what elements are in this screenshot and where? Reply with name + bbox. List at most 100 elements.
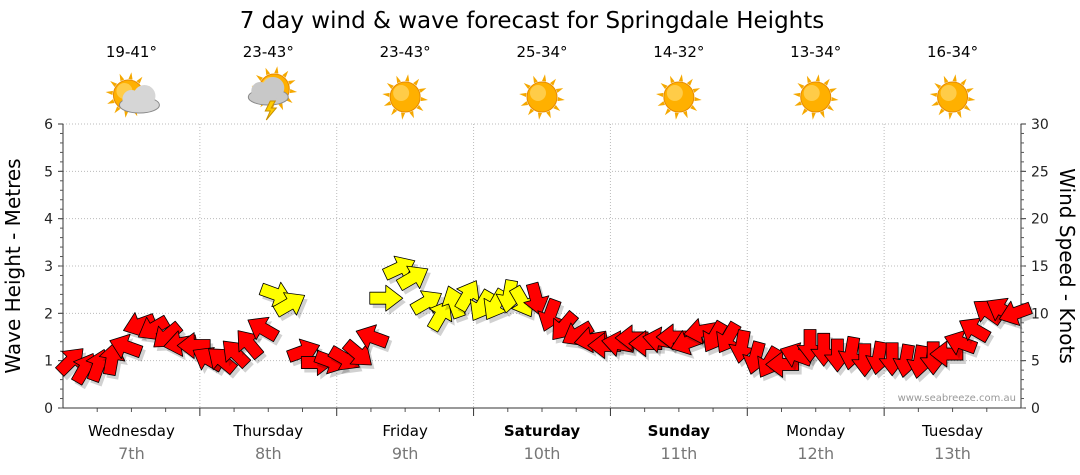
day-temperature: 13-34°: [790, 43, 841, 61]
wind-arrow: [998, 300, 1033, 326]
sun-ray: [931, 101, 939, 106]
credit-text: www.seabreeze.com.au: [898, 393, 1016, 404]
wind-arrow: [810, 332, 838, 367]
sun-ray: [815, 74, 820, 82]
sun-ray: [938, 108, 945, 116]
sun-ray: [819, 110, 825, 119]
wind-arrow: [341, 338, 372, 366]
sun-ray: [555, 88, 564, 93]
sun-ray: [966, 88, 974, 93]
sun-ray: [420, 97, 428, 102]
sun-ray: [827, 105, 834, 111]
wind-arrow: [454, 280, 480, 313]
day-name: Friday: [382, 422, 428, 440]
sun-highlight: [393, 85, 410, 101]
sun-ray: [553, 105, 561, 111]
wind-arrow: [426, 300, 453, 333]
wind-arrow: [355, 324, 390, 350]
sun-ray: [282, 70, 289, 78]
sun-highlight: [666, 85, 683, 101]
sun-ray: [670, 75, 675, 84]
sunny-icon: [792, 74, 839, 120]
day-date: 11th: [660, 444, 697, 463]
sunny-icon: [656, 74, 702, 120]
sun-ray: [533, 75, 538, 84]
sun-highlight: [940, 85, 957, 101]
day-column: 23-43° Thursday 8th: [232, 43, 303, 463]
day-column: 25-34° Saturday 10th: [504, 43, 581, 463]
sun-ray: [416, 105, 424, 111]
sun-ray: [678, 74, 683, 82]
sun-ray: [829, 88, 837, 93]
sun-highlight: [530, 85, 546, 101]
left-tick-label: 6: [44, 117, 53, 133]
sun-ray: [656, 92, 664, 97]
right-tick-label: 0: [1031, 401, 1040, 417]
sun-ray: [383, 101, 392, 106]
wind-arrow: [837, 335, 865, 371]
sun-ray: [797, 83, 805, 89]
wind-arrow: [716, 320, 742, 354]
sun-ray: [520, 101, 529, 106]
day-date: 13th: [934, 444, 971, 463]
day-temperature: 14-32°: [653, 43, 704, 61]
sun-ray: [114, 106, 121, 114]
day-name: Monday: [786, 422, 845, 440]
day-separators: [96, 124, 988, 416]
sun-ray: [550, 78, 556, 86]
sun-ray: [683, 110, 688, 119]
day-name: Tuesday: [921, 422, 983, 440]
wind-arrow: [237, 330, 265, 361]
right-axis-title: Wind Speed - Knots: [1055, 168, 1079, 364]
sun-ray: [660, 83, 668, 89]
sun-ray: [409, 110, 414, 119]
sun-ray: [948, 112, 953, 120]
sun-ray: [690, 105, 698, 111]
day-name: Wednesday: [88, 422, 175, 440]
sunny-icon: [929, 74, 976, 120]
sun-ray: [692, 88, 701, 93]
sun-ray: [278, 102, 284, 111]
left-axis-title: Wave Height - Metres: [1, 158, 25, 373]
sunny-icon: [382, 74, 428, 120]
sun-ray: [792, 92, 801, 97]
sun-ray: [929, 92, 938, 97]
sun-ray: [823, 78, 830, 86]
left-tick-label: 2: [44, 306, 53, 322]
sun-ray: [934, 83, 942, 89]
day-temperature: 23-43°: [243, 43, 294, 61]
plot-area: 0 1 2 3 4 5 6 0 5 10 15 20 25 30 www.seabreeze.com.a…: [44, 117, 1049, 417]
sun-ray: [952, 74, 957, 82]
wind-arrow: [683, 318, 718, 345]
sun-ray: [674, 112, 679, 120]
sun-ray: [811, 112, 816, 120]
left-tick-label: 3: [44, 259, 53, 275]
sun-ray: [657, 101, 666, 106]
sun-ray: [943, 75, 949, 84]
sun-ray: [956, 110, 962, 119]
sun-ray: [968, 97, 976, 102]
sun-ray: [107, 99, 115, 104]
day-date: 9th: [392, 444, 419, 463]
day-name: Saturday: [504, 422, 581, 440]
left-tick-label: 1: [44, 354, 53, 370]
thunderstorm-icon: [247, 66, 298, 121]
wind-arrow: [728, 329, 755, 364]
sun-ray: [694, 97, 702, 102]
sun-ray: [794, 101, 802, 106]
sun-ray: [124, 110, 129, 118]
sun-ray: [289, 89, 298, 94]
chart-title: 7 day wind & wave forecast for Springdal…: [240, 8, 825, 34]
sun-ray: [528, 108, 534, 116]
sun-ray: [523, 83, 531, 89]
wind-arrow: [222, 340, 252, 370]
left-tick-label: 4: [44, 212, 53, 228]
sun-ray: [413, 78, 420, 86]
sun-ray: [405, 74, 410, 82]
wind-arrow: [272, 292, 306, 318]
wind-arrow: [878, 342, 906, 377]
sun-ray: [110, 81, 118, 87]
sun-ray: [119, 73, 125, 82]
sunny-icon: [519, 74, 565, 120]
